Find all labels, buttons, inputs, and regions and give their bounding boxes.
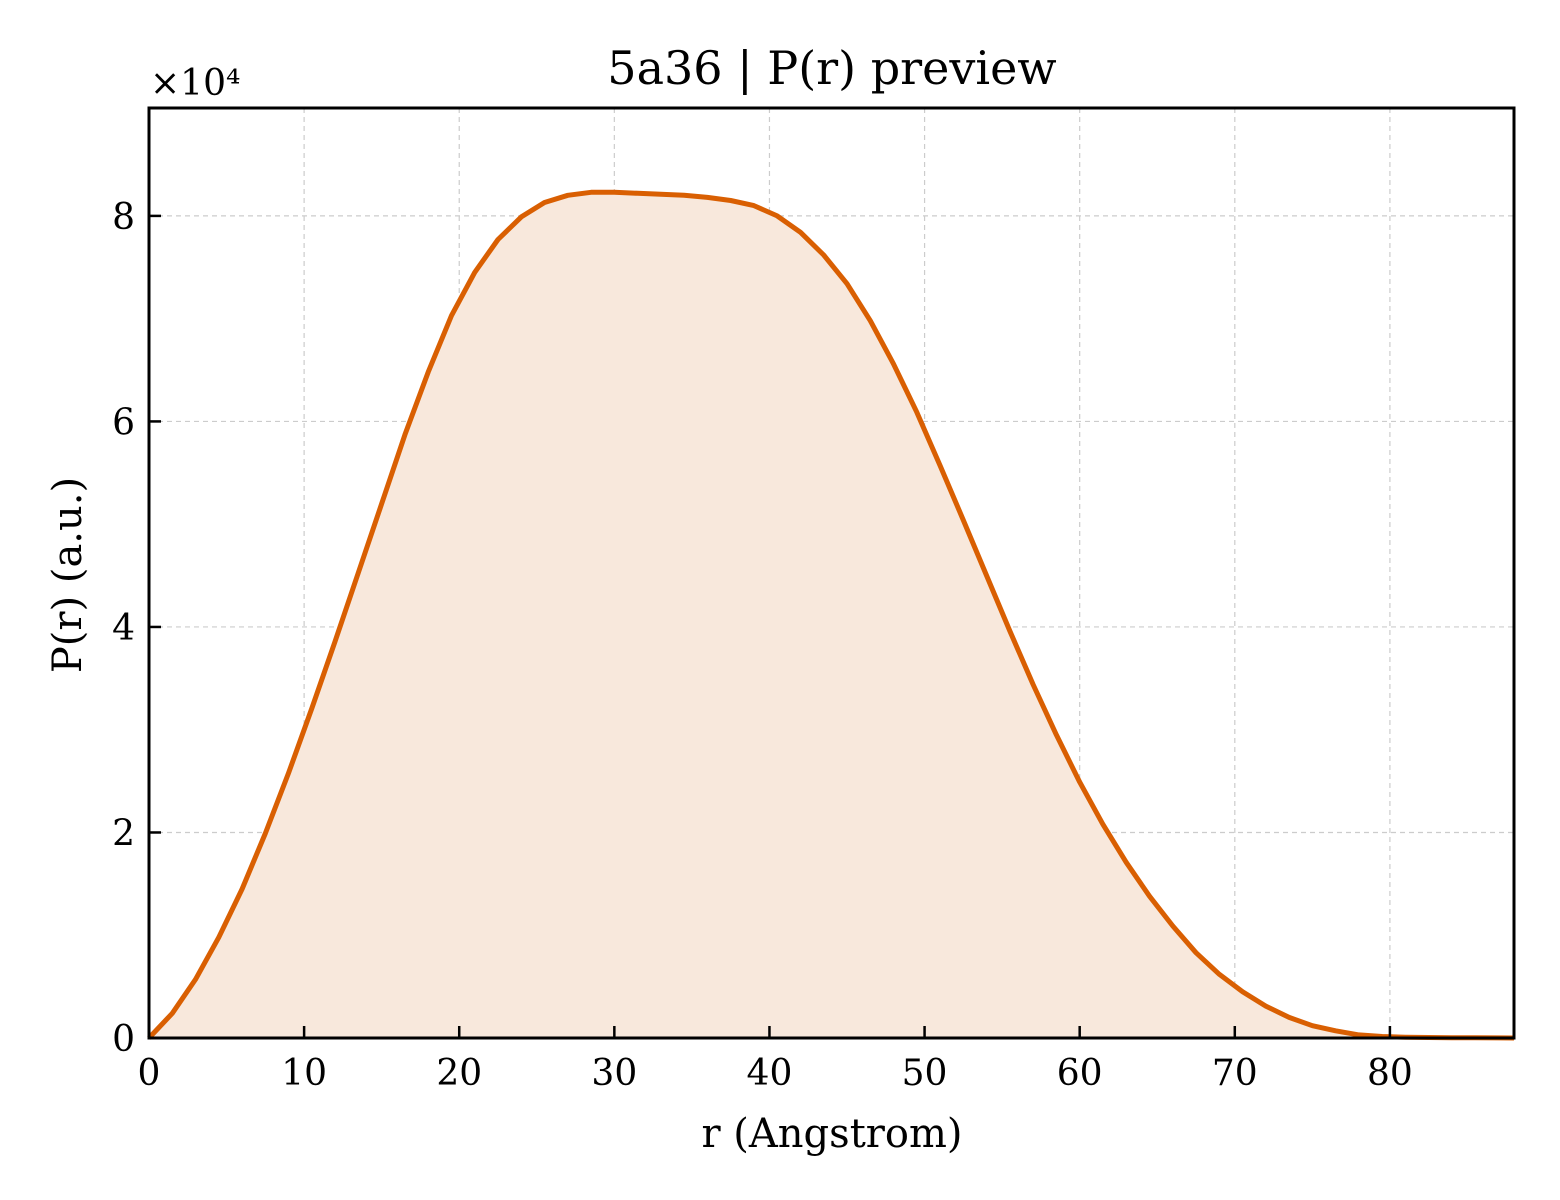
x-tick-label: 80 (1367, 1053, 1413, 1094)
x-tick-label: 20 (436, 1053, 482, 1094)
x-tick-label: 60 (1057, 1053, 1103, 1094)
x-tick-labels: 0 10 20 30 40 50 60 70 80 (138, 1053, 1413, 1094)
y-tick-labels: 0 2 4 6 8 (112, 197, 135, 1060)
x-tick-label: 0 (138, 1053, 161, 1094)
x-tick-label: 70 (1212, 1053, 1258, 1094)
x-tick-label: 40 (747, 1053, 793, 1094)
x-tick-label: 30 (591, 1053, 637, 1094)
y-tick-label: 2 (112, 813, 135, 854)
y-multiplier-label: ×10⁴ (150, 63, 240, 104)
chart-title: 5a36 | P(r) preview (607, 41, 1056, 95)
pr-area-fill (149, 192, 1514, 1039)
pr-curve-line (147, 189, 1515, 1041)
x-tick-label: 50 (902, 1053, 948, 1094)
y-tick-label: 6 (112, 402, 135, 443)
y-tick-label: 0 (112, 1019, 135, 1060)
plot-frame (147, 106, 1516, 1040)
y-tick-label: 4 (112, 608, 135, 649)
y-axis-label: P(r) (a.u.) (45, 477, 91, 673)
x-tick-label: 10 (281, 1053, 327, 1094)
y-tick-label: 8 (112, 197, 135, 238)
x-axis-label: r (Angstrom) (701, 1111, 962, 1157)
